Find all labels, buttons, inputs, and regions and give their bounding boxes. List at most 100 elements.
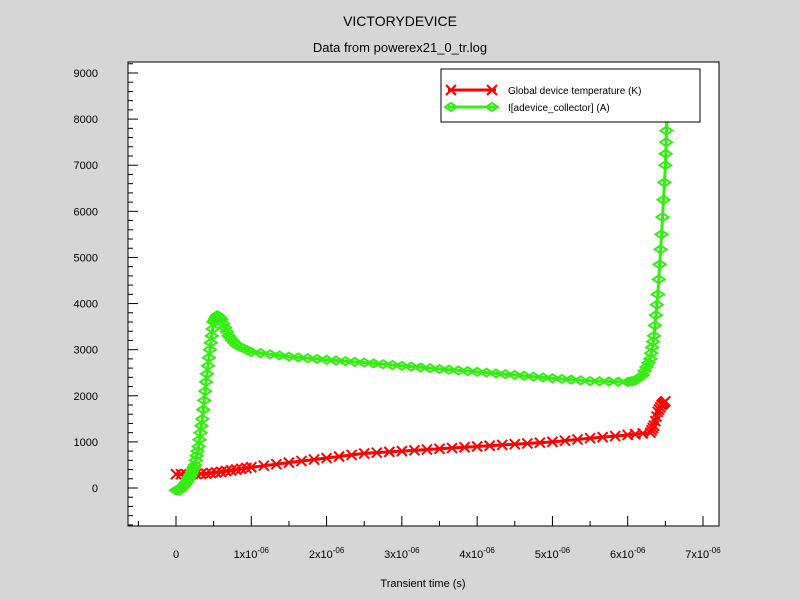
temperature-point [421,443,433,456]
collector-current-point [192,427,209,438]
collector-current-point [649,299,665,310]
temperature-point [345,449,358,461]
series-layer [168,113,675,496]
collector-current-point [654,211,671,223]
collector-current-point [190,441,207,452]
temperature-point [408,444,421,457]
collector-current-point [651,259,668,270]
collector-current-point [652,244,669,255]
collector-current-point [203,337,219,348]
temperature-point [333,450,345,463]
collector-current-point [646,330,662,342]
legend-box [440,68,701,123]
temperature-point [308,453,320,466]
temperature-point [496,439,508,451]
collector-current-point [657,148,674,159]
collector-current-point [201,352,217,363]
temperature-point [571,433,584,446]
y-tick-label: 2000 [74,391,98,403]
collector-current-point [202,344,218,355]
x-tick-label: 6x10-06 [610,546,646,561]
x-tick-label: 1x10-06 [234,546,270,561]
collector-current-point [204,323,221,335]
x-tick-label: 4x10-06 [459,546,495,561]
y-tick-label: 7000 [74,160,98,172]
temperature-point [295,455,308,467]
temperature-series [170,395,672,480]
temperature-point [270,458,283,470]
temperature-point [609,430,621,442]
temperature-point [245,461,257,473]
collector-current-point [443,101,459,113]
temperature-point [458,441,471,453]
temperature-point [396,445,408,457]
collector-current-point [193,420,210,431]
collector-current-point [198,376,214,388]
temperature-point [371,446,383,459]
collector-current-point [194,413,211,425]
collector-current-point [650,274,667,285]
series-line [176,119,669,492]
temperature-point [584,432,596,444]
temperature-point [509,438,521,450]
temperature-point [170,468,182,480]
x-axis-label: Transient time (s) [380,578,465,590]
x-tick-label: 2x10-06 [309,546,345,561]
y-tick-label: 6000 [74,206,98,218]
temperature-point [546,436,559,448]
legend-entry: I[adevice_collector] (A) [443,101,610,114]
temperature-point [486,84,498,96]
temperature-point [659,395,672,408]
legend-label: Global device temperature (K) [508,86,641,97]
temperature-point [596,431,609,443]
collector-current-point [186,462,202,473]
y-tick-label: 1000 [74,437,98,449]
collector-current-point [648,309,664,321]
chart-subtitle: Data from powerex21_0_tr.log [313,40,487,55]
collector-current-point [582,375,598,387]
legend-entry: Global device temperature (K) [445,84,641,97]
temperature-point [358,447,370,460]
x-tick-label: 3x10-06 [384,546,420,561]
legend-label: I[adevice_collector] (A) [508,103,610,114]
x-tick-label: 0 [173,549,179,561]
temperature-point [383,446,396,458]
y-tick-label: 0 [92,483,98,495]
legend: Global device temperature (K) I[adevice_c… [440,68,701,123]
collector-current-point [656,177,673,188]
temperature-point [534,436,546,449]
chart-title: VICTORYDEVICE [343,13,457,29]
collector-current-point [199,368,215,380]
temperature-point [445,84,457,96]
y-tick-label: 9000 [74,68,98,80]
temperature-point [283,456,295,469]
collector-current-point [203,330,220,342]
y-tick-label: 5000 [74,252,98,264]
temperature-point [258,460,270,472]
collector-current-point [650,289,666,300]
collector-current-point [601,376,617,387]
collector-current-point [196,395,213,406]
x-tick-label: 5x10-06 [535,546,571,561]
collector-current-series [168,113,675,496]
collector-current-point [197,385,213,397]
temperature-point [446,442,458,454]
collector-current-point [200,360,216,372]
collector-current-point [191,434,208,445]
y-tick-label: 4000 [74,299,98,311]
x-axis: 0 1x10-06 2x10-06 3x10-06 4x10-06 5x10-06 6x10… [137,516,721,561]
collector-current-point [658,136,674,148]
collector-current-point [484,101,500,113]
collector-current-point [591,376,608,387]
temperature-point [320,452,333,464]
y-tick-label: 3000 [74,345,98,357]
temperature-point [471,440,483,453]
collector-current-point [658,125,675,136]
temperature-point [559,434,571,447]
y-axis: 0 1000 2000 3000 4000 5000 6000 7000 8000 9000 [74,63,138,526]
x-tick-label: 7x10-06 [685,546,721,561]
collector-current-point [195,404,212,415]
collector-current-point [647,320,663,331]
